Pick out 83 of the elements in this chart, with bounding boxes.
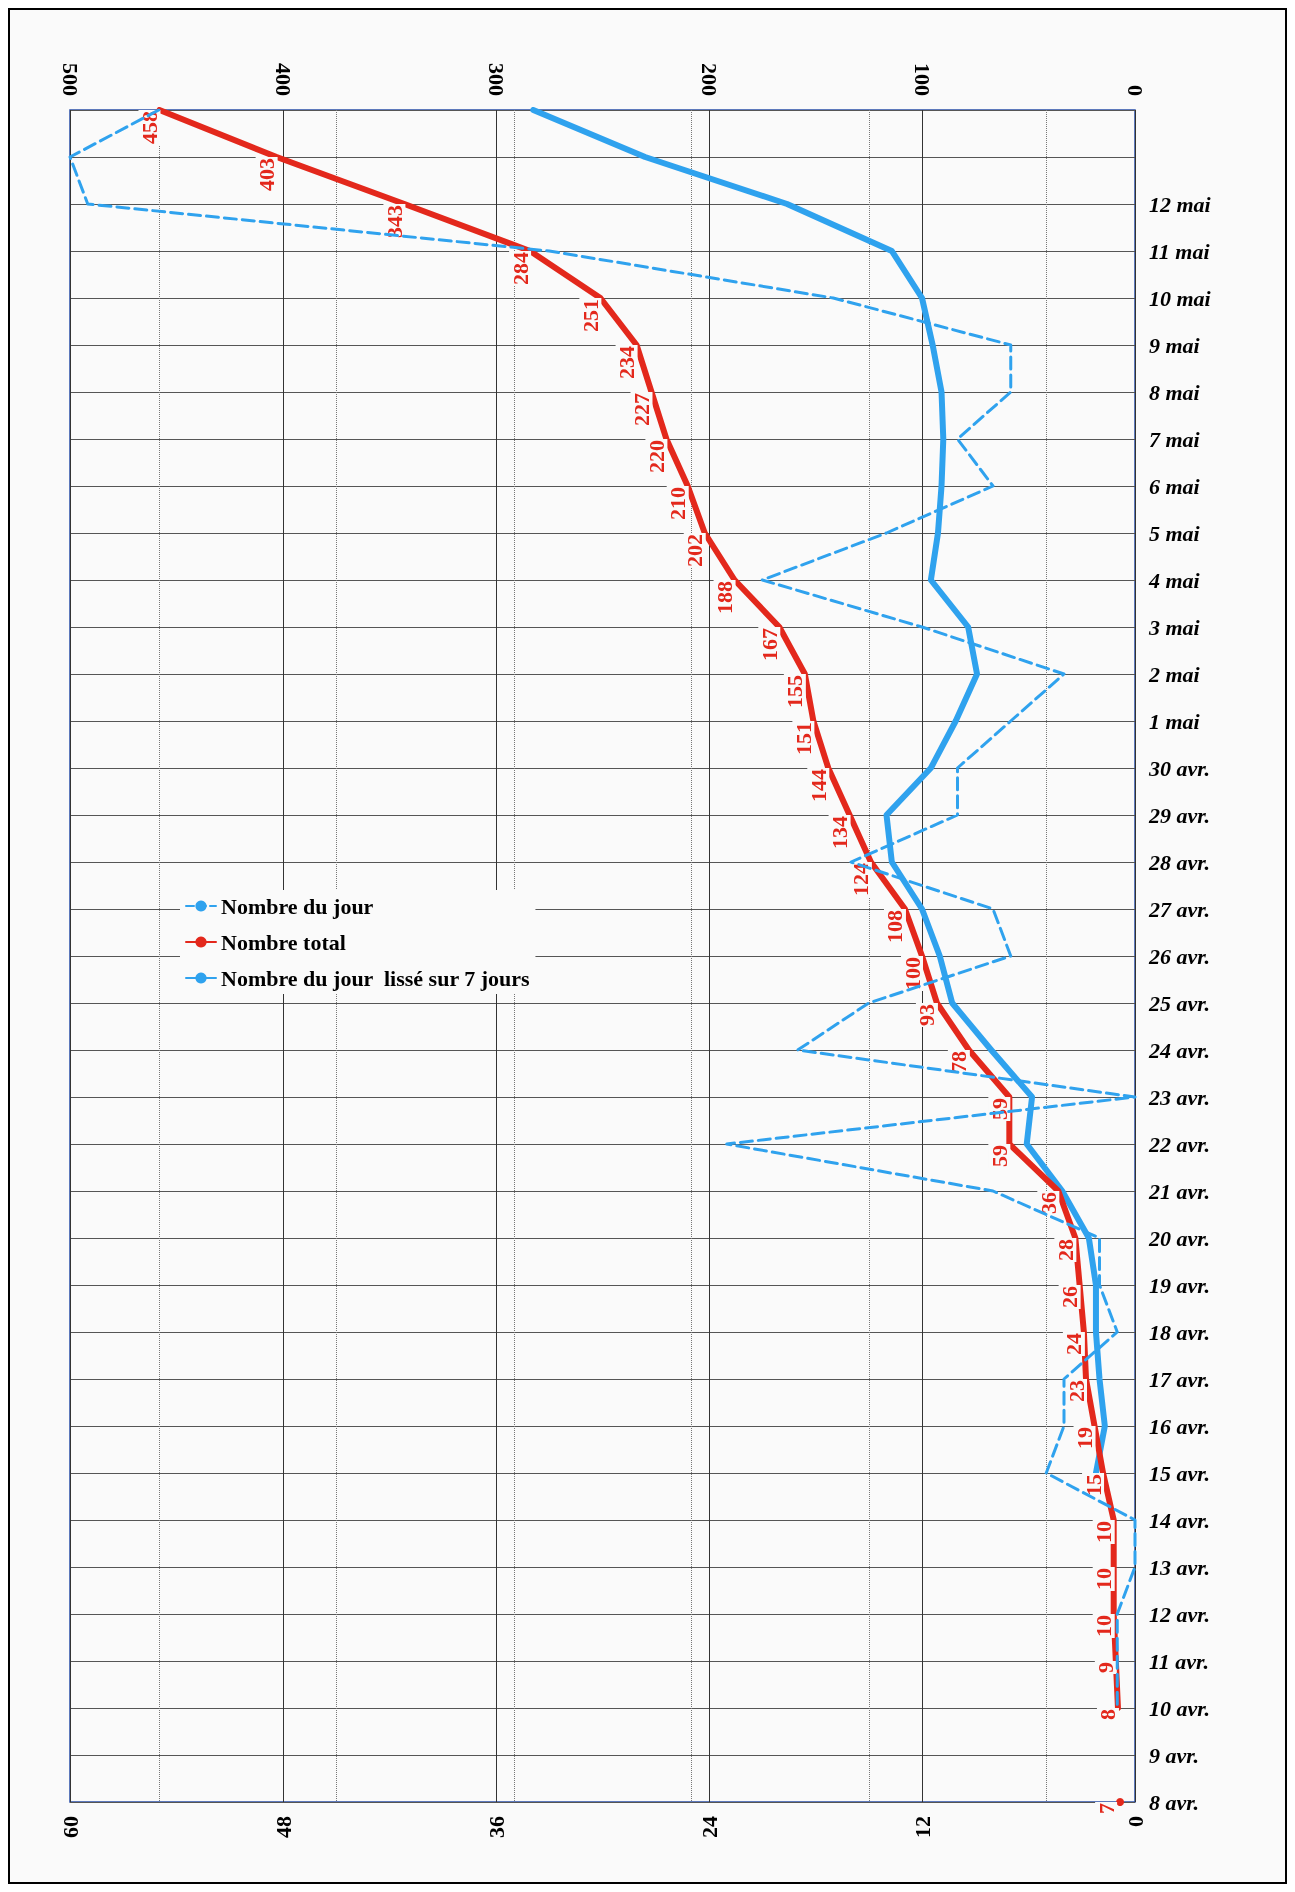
data-label: 10 bbox=[1091, 1568, 1117, 1590]
y-tick-label: 1 mai bbox=[1149, 708, 1201, 734]
y-tick-label: 29 avr. bbox=[1148, 802, 1211, 828]
data-label: 8 bbox=[1095, 1709, 1121, 1720]
x-tick-label: 12 bbox=[909, 1816, 935, 1838]
data-label: 15 bbox=[1080, 1474, 1106, 1496]
data-label: 167 bbox=[756, 628, 782, 661]
y-tick-label: 12 avr. bbox=[1149, 1601, 1211, 1627]
x2-tick-label: 0 bbox=[1122, 85, 1148, 96]
data-label: 23 bbox=[1063, 1380, 1089, 1402]
y-tick-label: 23 avr. bbox=[1148, 1084, 1211, 1110]
y-tick-label: 7 mai bbox=[1149, 426, 1201, 452]
data-label: 108 bbox=[882, 910, 908, 943]
y-tick-label: 12 mai bbox=[1149, 191, 1212, 217]
data-label: 251 bbox=[577, 299, 603, 332]
y-tick-label: 9 mai bbox=[1149, 332, 1201, 358]
data-label: 10 bbox=[1091, 1615, 1117, 1637]
x2-tick-label: 200 bbox=[696, 63, 722, 96]
x-tick-label: 24 bbox=[696, 1816, 722, 1838]
x-tick-label: 36 bbox=[483, 1816, 509, 1838]
data-label: 10 bbox=[1091, 1521, 1117, 1543]
x2-tick-label: 100 bbox=[909, 63, 935, 96]
y-tick-label: 24 avr. bbox=[1148, 1037, 1211, 1063]
y-tick-label: 20 avr. bbox=[1148, 1225, 1211, 1251]
y-tick-label: 27 avr. bbox=[1148, 896, 1211, 922]
y-tick-label: 13 avr. bbox=[1149, 1554, 1211, 1580]
data-label: 220 bbox=[643, 440, 669, 473]
y-tick-label: 14 avr. bbox=[1149, 1507, 1211, 1533]
y-tick-label: 4 mai bbox=[1148, 567, 1201, 593]
y-tick-label: 26 avr. bbox=[1148, 943, 1211, 969]
y-tick-label: 6 mai bbox=[1149, 473, 1201, 499]
x-tick-label: 0 bbox=[1122, 1816, 1148, 1827]
data-label: 202 bbox=[682, 534, 708, 567]
data-label: 227 bbox=[628, 393, 654, 426]
y-tick-label: 8 mai bbox=[1149, 379, 1201, 405]
data-label: 234 bbox=[614, 346, 640, 379]
y-tick-label: 10 avr. bbox=[1149, 1695, 1211, 1721]
y-tick-label: 18 avr. bbox=[1149, 1319, 1211, 1345]
y-tick-label: 28 avr. bbox=[1148, 849, 1211, 875]
y-tick-label: 8 avr. bbox=[1149, 1789, 1200, 1815]
legend-label: Nombre du jour lissé sur 7 jours bbox=[221, 965, 531, 991]
data-label: 59 bbox=[986, 1145, 1012, 1167]
x2-tick-label: 400 bbox=[270, 63, 296, 96]
x-tick-label: 48 bbox=[270, 1816, 296, 1838]
data-label: 144 bbox=[805, 769, 831, 802]
data-label: 134 bbox=[827, 816, 853, 849]
y-tick-label: 11 mai bbox=[1149, 238, 1211, 264]
legend-label: Nombre du jour bbox=[221, 893, 374, 919]
y-tick-label: 21 avr. bbox=[1148, 1178, 1211, 1204]
data-label: 9 bbox=[1093, 1662, 1119, 1673]
y-tick-label: 3 mai bbox=[1148, 614, 1201, 640]
data-label: 403 bbox=[254, 158, 280, 191]
x2-tick-label: 500 bbox=[57, 63, 83, 96]
y-tick-label: 9 avr. bbox=[1149, 1742, 1200, 1768]
data-label: 28 bbox=[1052, 1239, 1078, 1261]
data-label: 7 bbox=[1093, 1803, 1119, 1814]
y-tick-label: 25 avr. bbox=[1148, 990, 1211, 1016]
data-label: 151 bbox=[790, 722, 816, 755]
y-tick-label: 17 avr. bbox=[1149, 1366, 1211, 1392]
legend-label: Nombre total bbox=[221, 929, 346, 955]
data-label: 93 bbox=[914, 1004, 940, 1026]
x-tick-label: 60 bbox=[57, 1816, 83, 1838]
y-tick-label: 5 mai bbox=[1149, 520, 1201, 546]
data-label: 36 bbox=[1035, 1192, 1061, 1214]
data-label: 19 bbox=[1072, 1427, 1098, 1449]
data-label: 155 bbox=[782, 675, 808, 708]
data-label: 284 bbox=[507, 252, 533, 285]
y-tick-label: 10 mai bbox=[1149, 285, 1212, 311]
y-tick-label: 16 avr. bbox=[1149, 1413, 1211, 1439]
data-label: 26 bbox=[1057, 1286, 1083, 1308]
data-label: 343 bbox=[381, 205, 407, 238]
y-tick-label: 30 avr. bbox=[1148, 755, 1211, 781]
y-tick-label: 15 avr. bbox=[1149, 1460, 1211, 1486]
data-label: 78 bbox=[946, 1051, 972, 1073]
data-label: 100 bbox=[899, 957, 925, 990]
y-tick-label: 19 avr. bbox=[1149, 1272, 1211, 1298]
data-label: 188 bbox=[712, 581, 738, 614]
y-tick-label: 22 avr. bbox=[1148, 1131, 1211, 1157]
x2-tick-label: 300 bbox=[483, 63, 509, 96]
data-label: 210 bbox=[665, 487, 691, 520]
data-label: 24 bbox=[1061, 1333, 1087, 1355]
y-tick-label: 11 avr. bbox=[1149, 1648, 1209, 1674]
y-tick-label: 2 mai bbox=[1148, 661, 1201, 687]
